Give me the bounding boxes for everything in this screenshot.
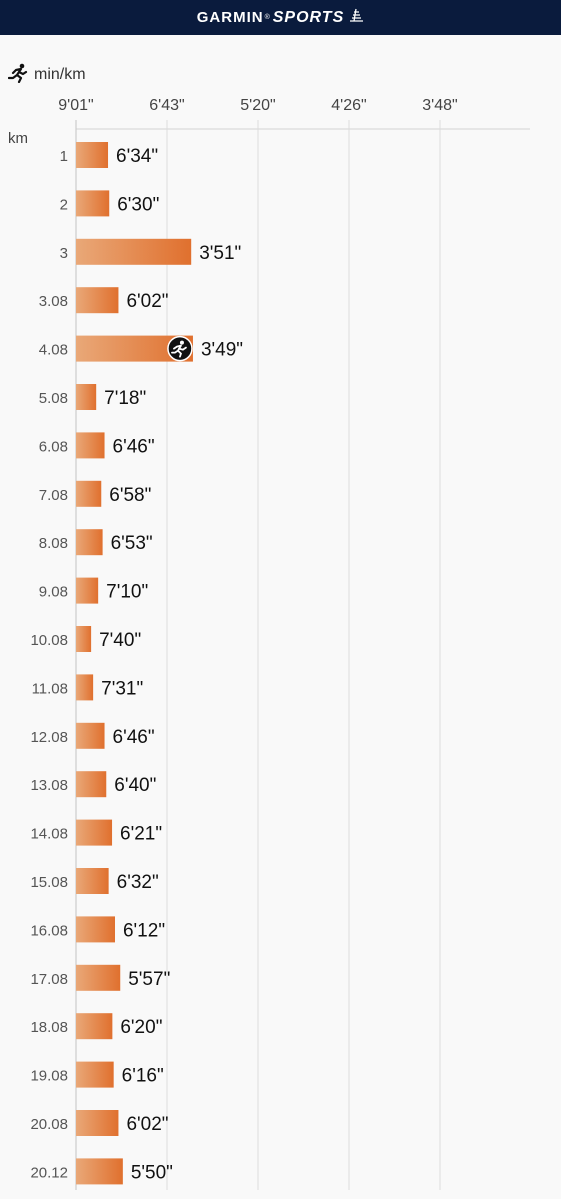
data-label: 6'02"	[126, 1114, 168, 1135]
category-label: 14.08	[30, 826, 68, 843]
brand-registered-mark: ®	[264, 14, 270, 21]
bar	[76, 1158, 123, 1185]
bar	[76, 384, 97, 410]
category-label: 20.08	[30, 1116, 68, 1133]
category-label: 16.08	[30, 922, 68, 939]
header-bar: GARMIN ® SPORTS	[0, 0, 561, 35]
category-label: 3.08	[39, 293, 68, 310]
category-label: 4.08	[39, 342, 68, 359]
category-label: 5.08	[39, 390, 68, 407]
data-label: 6'58"	[109, 485, 151, 506]
bar	[76, 868, 109, 894]
bar	[76, 626, 92, 652]
runner-icon	[7, 63, 30, 88]
product-name: SPORTS	[272, 8, 345, 26]
data-label: 6'16"	[122, 1066, 164, 1087]
x-tick-label: 9'01"	[58, 97, 94, 114]
bar	[76, 238, 192, 265]
category-label: 9.08	[39, 584, 68, 601]
bar	[76, 529, 103, 556]
data-label: 6'34"	[116, 146, 158, 167]
category-label: 2	[60, 196, 68, 213]
pace-unit-header: min/km	[7, 63, 86, 88]
category-label: 1	[60, 148, 68, 165]
category-label: 3	[60, 245, 68, 262]
category-label: 8.08	[39, 535, 68, 552]
bar	[76, 722, 105, 749]
data-label: 7'40"	[99, 630, 141, 651]
bar	[76, 1013, 113, 1040]
bar	[76, 432, 105, 459]
bar	[76, 1061, 114, 1088]
data-label: 6'21"	[120, 824, 162, 845]
bar	[76, 577, 99, 604]
brand-logo: GARMIN	[196, 9, 264, 26]
data-label: 6'46"	[113, 436, 155, 457]
data-label: 6'32"	[117, 872, 159, 893]
km-axis-label: km	[8, 130, 28, 147]
bar	[76, 771, 107, 798]
x-tick-label: 6'43"	[149, 97, 185, 114]
bar	[76, 819, 113, 846]
best-pace-runner-icon	[167, 335, 193, 362]
bar	[76, 916, 115, 943]
pace-unit-label: min/km	[34, 66, 86, 83]
category-label: 18.08	[30, 1019, 68, 1036]
data-label: 3'51"	[199, 243, 241, 264]
bar	[76, 142, 109, 168]
category-label: 6.08	[39, 438, 68, 455]
data-label: 6'40"	[114, 775, 156, 796]
bar	[76, 190, 110, 217]
data-label: 3'49"	[201, 340, 243, 361]
category-label: 12.08	[30, 729, 68, 746]
bar	[76, 287, 119, 314]
data-label: 6'46"	[113, 727, 155, 748]
data-label: 6'12"	[123, 920, 165, 941]
data-label: 5'57"	[128, 969, 170, 990]
x-tick-label: 5'20"	[240, 97, 276, 114]
bar	[76, 1110, 119, 1136]
x-tick-label: 4'26"	[331, 97, 367, 114]
data-label: 7'10"	[106, 582, 148, 603]
category-label: 11.08	[32, 680, 68, 697]
bar	[76, 674, 94, 701]
data-label: 5'50"	[131, 1162, 173, 1183]
category-label: 15.08	[30, 874, 68, 891]
category-label: 7.08	[39, 487, 68, 504]
sports-flag-icon	[348, 8, 364, 27]
category-label: 17.08	[30, 971, 68, 988]
data-label: 6'20"	[120, 1017, 162, 1038]
data-label: 7'18"	[104, 388, 146, 409]
data-label: 7'31"	[101, 678, 143, 699]
data-label: 6'30"	[117, 194, 159, 215]
category-label: 10.08	[30, 632, 68, 649]
bar	[76, 964, 121, 991]
data-label: 6'02"	[126, 291, 168, 312]
category-label: 13.08	[30, 777, 68, 794]
data-label: 6'53"	[111, 533, 153, 554]
x-tick-label: 3'48"	[422, 97, 458, 114]
bar	[76, 480, 102, 507]
category-label: 20.12	[30, 1164, 68, 1181]
category-label: 19.08	[30, 1068, 68, 1085]
